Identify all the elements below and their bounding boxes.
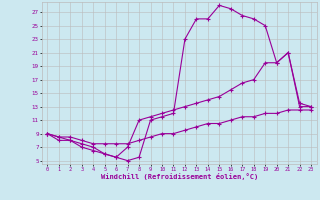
X-axis label: Windchill (Refroidissement éolien,°C): Windchill (Refroidissement éolien,°C) — [100, 173, 258, 180]
